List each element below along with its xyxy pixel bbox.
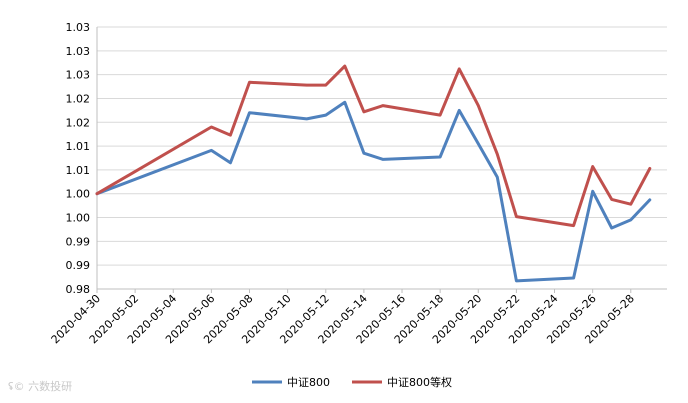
y-tick-label: 0.99 — [66, 235, 91, 248]
watermark-icon: ʢ© — [8, 380, 25, 393]
legend: 中证800 中证800等权 — [252, 375, 452, 389]
series-lines — [95, 64, 652, 283]
series-line-2 — [95, 64, 652, 228]
y-tick-label: 1.00 — [66, 188, 91, 201]
y-axis: 0.98 0.99 0.99 1.00 1.00 1.01 1.01 1.02 1.02 1.03… — [66, 21, 98, 296]
legend-label: 中证800 — [287, 376, 330, 389]
y-tick-label: 1.01 — [66, 140, 91, 153]
y-tick-label: 1.02 — [66, 92, 91, 105]
legend-label: 中证800等权 — [387, 375, 452, 389]
y-tick-label: 1.01 — [66, 164, 91, 177]
y-tick-label: 1.02 — [66, 116, 91, 129]
series-line-1 — [95, 100, 652, 283]
watermark-text: 六数投研 — [28, 380, 73, 393]
y-tick-label: 1.00 — [66, 212, 91, 225]
y-tick-label: 1.03 — [66, 45, 91, 58]
watermark-logo: ʢ© 六数投研 — [8, 378, 72, 394]
x-axis: 2020-04-302020-05-022020-05-042020-05-06… — [49, 288, 667, 346]
grid-lines — [97, 26, 667, 290]
y-tick-label: 1.03 — [66, 69, 91, 82]
y-tick-label: 0.99 — [66, 259, 91, 272]
y-tick-label: 1.03 — [66, 21, 91, 34]
y-tick-label: 0.98 — [66, 283, 91, 296]
